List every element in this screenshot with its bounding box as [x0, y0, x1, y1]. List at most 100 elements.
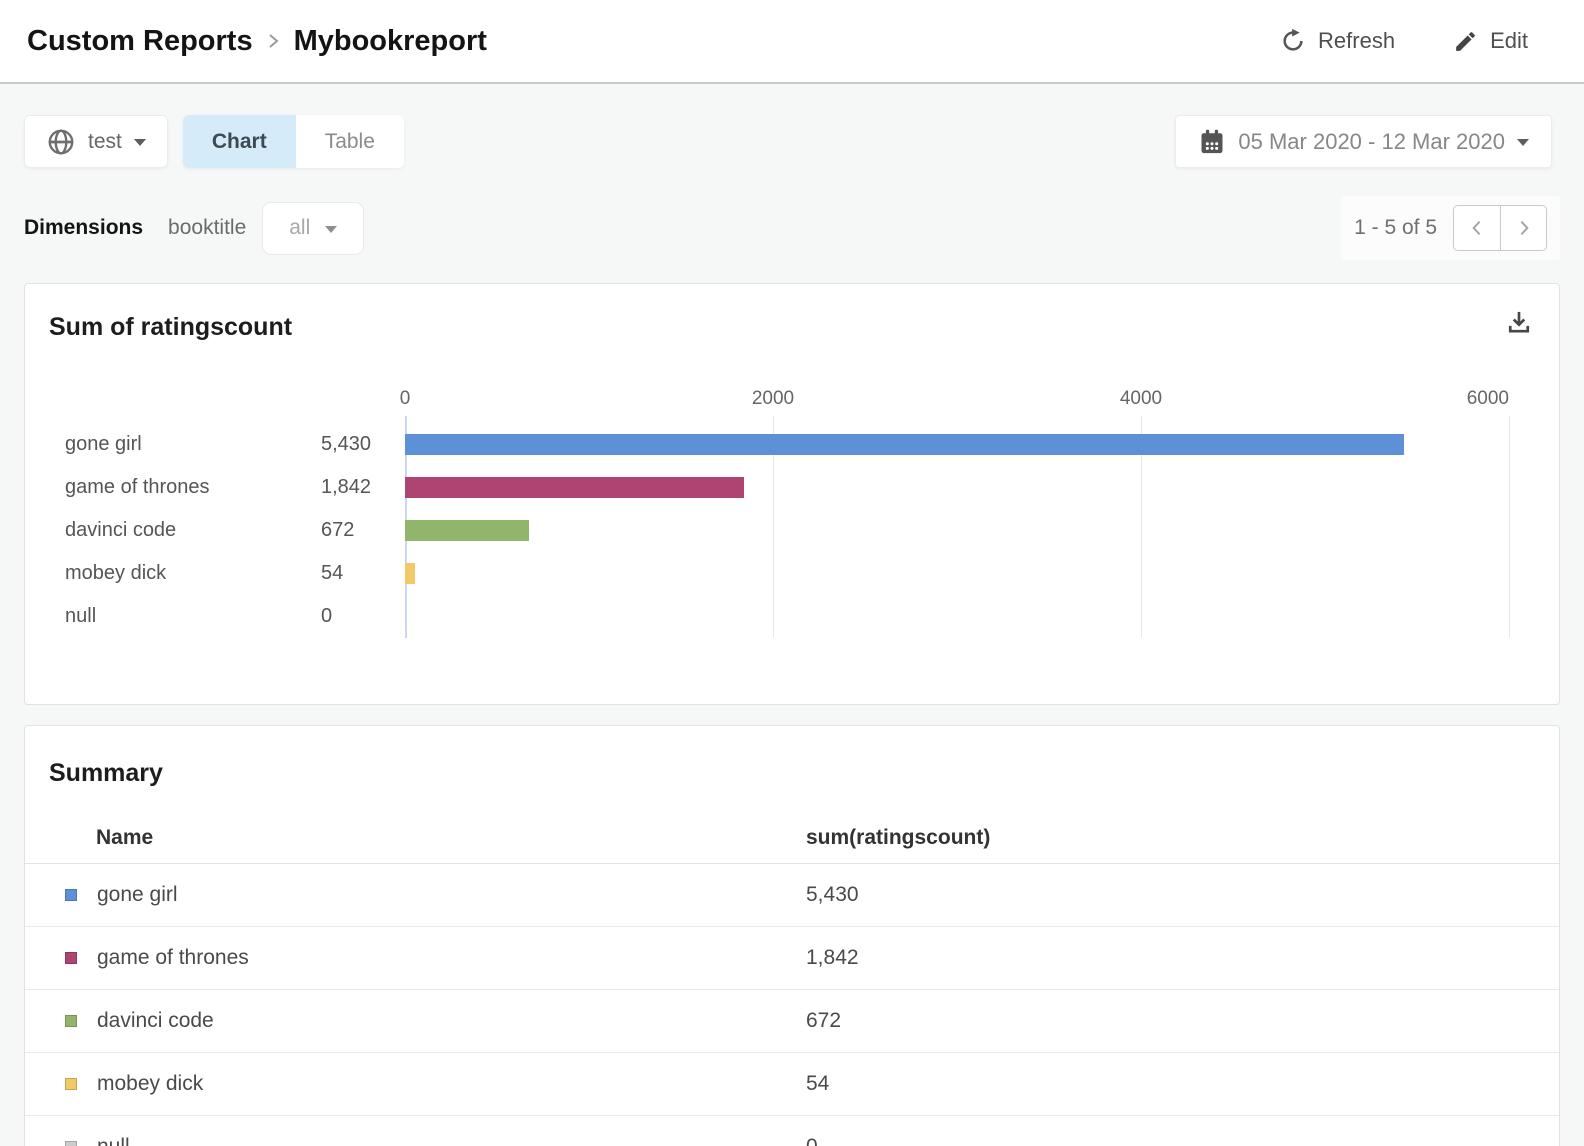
row-value: 5,430 — [806, 883, 859, 906]
legend-swatch — [65, 1078, 77, 1090]
column-header-name: Name — [96, 825, 154, 849]
dimensions-label: Dimensions — [24, 216, 144, 239]
chart-row: mobey dick 54 — [25, 552, 1509, 595]
chart-category-label: davinci code — [65, 519, 177, 541]
chart-value-label: 5,430 — [321, 433, 372, 455]
summary-title: Summary — [49, 759, 163, 787]
chart-card: Sum of ratingscount 0 2000 4000 6000 gone g… — [24, 283, 1560, 705]
row-name: davinci code — [97, 1009, 214, 1032]
legend-swatch — [65, 1015, 77, 1027]
chart-x-axis: 0 2000 4000 6000 — [400, 388, 1509, 409]
edit-button[interactable]: Edit — [1453, 28, 1528, 54]
chart-rows: gone girl 5,430 game of thrones 1,842 da… — [25, 423, 1559, 638]
chart-category-label: mobey dick — [65, 562, 167, 584]
download-button[interactable] — [1505, 309, 1533, 340]
date-range-picker[interactable]: 05 Mar 2020 - 12 Mar 2020 — [1175, 115, 1552, 168]
table-row: mobey dick 54 — [25, 1053, 1559, 1116]
table-row: game of thrones 1,842 — [25, 927, 1559, 990]
summary-table-header: Name sum(ratingscount) — [25, 812, 1559, 864]
chevron-down-icon — [1517, 139, 1529, 146]
scope-selector[interactable]: test — [24, 115, 168, 168]
toolbar-left: test Chart Table — [24, 115, 404, 168]
scope-selector-value: test — [88, 129, 122, 153]
x-axis-tick-label: 2000 — [751, 388, 795, 409]
row-value: 1,842 — [806, 946, 859, 969]
bar-track — [405, 466, 1509, 509]
chart-value-label: 0 — [321, 605, 333, 627]
refresh-label: Refresh — [1318, 28, 1396, 53]
pagination-buttons — [1453, 205, 1547, 251]
breadcrumb-section[interactable]: Custom Reports — [27, 24, 253, 57]
bar-track — [405, 509, 1509, 552]
legend-swatch — [65, 889, 77, 901]
breadcrumb-separator-icon — [268, 34, 279, 48]
summary-card: Summary Name sum(ratingscount) gone girl… — [24, 725, 1560, 1146]
pagination-prev-button[interactable] — [1454, 206, 1500, 250]
dimension-filter-value: all — [289, 216, 311, 239]
row-name: game of thrones — [97, 946, 249, 969]
pagination-range: 1 - 5 of 5 — [1354, 216, 1437, 239]
table-row: gone girl 5,430 — [25, 864, 1559, 927]
row-value: 0 — [806, 1135, 1559, 1146]
legend-swatch — [65, 952, 77, 964]
gridline — [1141, 416, 1142, 638]
date-range-value: 05 Mar 2020 - 12 Mar 2020 — [1238, 128, 1505, 154]
chart-value-label: 672 — [321, 519, 355, 541]
refresh-icon — [1283, 28, 1303, 51]
chevron-left-icon — [1472, 221, 1481, 235]
chart-row: gone girl 5,430 — [25, 423, 1509, 466]
x-axis-tick-label: 0 — [399, 388, 411, 409]
chart-title: Sum of ratingscount — [49, 313, 293, 341]
chart-category-label: game of thrones — [65, 476, 210, 498]
view-toggle-chart[interactable]: Chart — [182, 115, 296, 168]
bar[interactable] — [405, 520, 529, 541]
bar[interactable] — [405, 477, 744, 498]
x-axis-tick-label: 4000 — [1119, 388, 1163, 409]
chart-category-label: gone girl — [65, 433, 142, 455]
pencil-icon — [1456, 31, 1475, 51]
bar-track — [405, 552, 1509, 595]
dimension-filter-dropdown[interactable]: all — [262, 201, 365, 255]
table-cell-name: mobey dick — [65, 1072, 806, 1096]
chart-value-label: 1,842 — [321, 476, 372, 498]
chart-row: null 0 — [25, 595, 1509, 638]
chart-value-label: 54 — [321, 562, 344, 584]
summary-rows: gone girl 5,430 game of thrones 1,842 da… — [25, 864, 1559, 1146]
chevron-down-icon — [133, 139, 146, 146]
bar[interactable] — [405, 563, 415, 584]
table-cell-name: davinci code — [65, 1009, 806, 1033]
view-toggle: Chart Table — [182, 115, 404, 168]
gridline — [773, 416, 774, 638]
table-cell-name: game of thrones — [65, 946, 806, 970]
table-cell-name: null — [65, 1135, 806, 1146]
bar-track — [405, 423, 1509, 466]
dimensions-bar: Dimensions booktitle all 1 - 5 of 5 — [0, 196, 1584, 260]
bar-track — [405, 595, 1509, 638]
chevron-down-icon — [325, 225, 338, 233]
row-value: 54 — [806, 1072, 830, 1095]
header-actions: Refresh Edit — [1280, 28, 1528, 54]
breadcrumb: Custom Reports Mybookreport — [27, 25, 487, 58]
refresh-button[interactable]: Refresh — [1280, 28, 1395, 54]
bar[interactable] — [405, 434, 1405, 455]
view-toggle-table[interactable]: Table — [295, 115, 404, 168]
chevron-right-icon — [1520, 221, 1529, 235]
column-header-value: sum(ratingscount) — [806, 825, 991, 849]
chart-plot: gone girl 5,430 game of thrones 1,842 da… — [25, 416, 1559, 638]
chart-row: game of thrones 1,842 — [25, 466, 1509, 509]
calendar-icon — [1201, 129, 1223, 153]
x-axis-tick-label: 6000 — [1466, 388, 1509, 409]
chart-row: davinci code 672 — [25, 509, 1509, 552]
bar-chart: 0 2000 4000 6000 gone girl 5,430 game of th… — [25, 388, 1559, 638]
table-row: null 0 — [25, 1116, 1559, 1146]
page-header: Custom Reports Mybookreport Refresh Edit — [0, 0, 1584, 84]
toolbar: test Chart Table 05 Mar 2020 - 12 Mar 20… — [0, 115, 1584, 168]
chart-category-label: null — [65, 605, 97, 627]
chart-card-header: Sum of ratingscount — [25, 284, 1559, 342]
pagination: 1 - 5 of 5 — [1341, 196, 1560, 260]
dimensions-left: Dimensions booktitle all — [24, 201, 365, 255]
row-name: mobey dick — [97, 1072, 204, 1095]
pagination-next-button[interactable] — [1500, 206, 1546, 250]
row-name: null — [97, 1135, 130, 1146]
table-cell-name: gone girl — [65, 883, 806, 907]
